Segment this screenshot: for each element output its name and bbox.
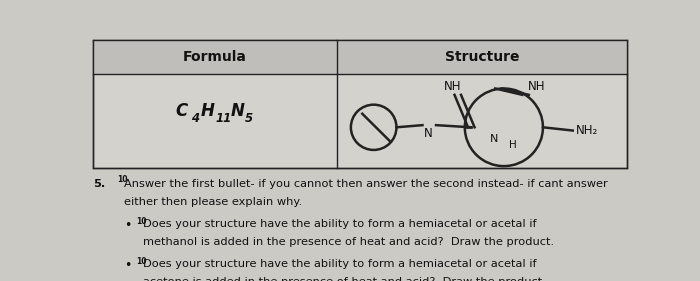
Text: Answer the first bullet- if you cannot then answer the second instead- if cant a: Answer the first bullet- if you cannot t…	[125, 179, 608, 189]
Text: NH: NH	[444, 80, 461, 93]
Text: 4: 4	[191, 112, 199, 125]
Text: Does your structure have the ability to form a hemiacetal or acetal if: Does your structure have the ability to …	[144, 219, 537, 229]
Text: Structure: Structure	[445, 50, 519, 64]
FancyBboxPatch shape	[93, 40, 627, 74]
Text: 10: 10	[136, 217, 147, 226]
Text: acetone is added in the presence of heat and acid?  Draw the product.: acetone is added in the presence of heat…	[144, 277, 546, 281]
FancyBboxPatch shape	[93, 40, 627, 168]
Text: •: •	[125, 219, 132, 232]
Text: N: N	[424, 127, 433, 140]
Text: 10: 10	[118, 175, 128, 184]
Text: NH₂: NH₂	[575, 124, 598, 137]
Text: Formula: Formula	[183, 50, 247, 64]
Text: methanol is added in the presence of heat and acid?  Draw the product.: methanol is added in the presence of hea…	[144, 237, 554, 247]
Text: 5.: 5.	[93, 179, 105, 189]
Text: C: C	[176, 103, 188, 121]
Text: N: N	[490, 134, 498, 144]
Text: 5: 5	[244, 112, 253, 125]
Text: either then please explain why.: either then please explain why.	[125, 197, 302, 207]
Text: H: H	[201, 103, 214, 121]
Text: NH: NH	[528, 80, 545, 93]
Text: 10: 10	[136, 257, 147, 266]
Text: H: H	[510, 140, 517, 150]
Text: N: N	[231, 103, 245, 121]
Text: 11: 11	[216, 112, 232, 125]
Text: •: •	[125, 259, 132, 272]
Text: Does your structure have the ability to form a hemiacetal or acetal if: Does your structure have the ability to …	[144, 259, 537, 269]
